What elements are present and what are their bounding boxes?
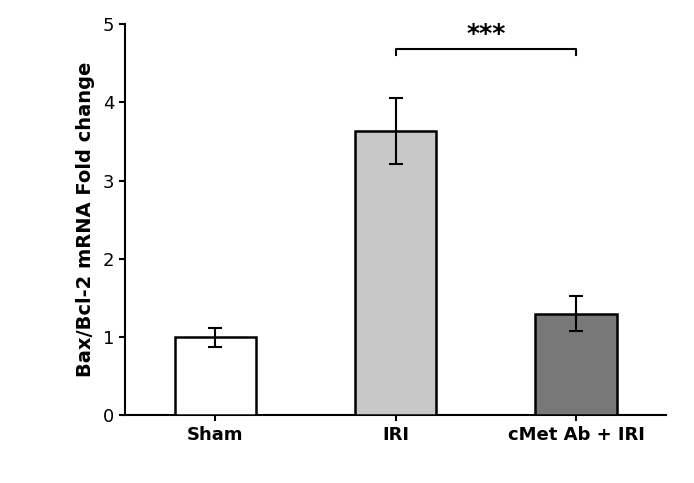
- Y-axis label: Bax/Bcl-2 mRNA Fold change: Bax/Bcl-2 mRNA Fold change: [76, 62, 94, 377]
- Text: ***: ***: [466, 22, 505, 46]
- Bar: [536, 313, 617, 415]
- Bar: [355, 131, 436, 415]
- Bar: [175, 337, 255, 415]
